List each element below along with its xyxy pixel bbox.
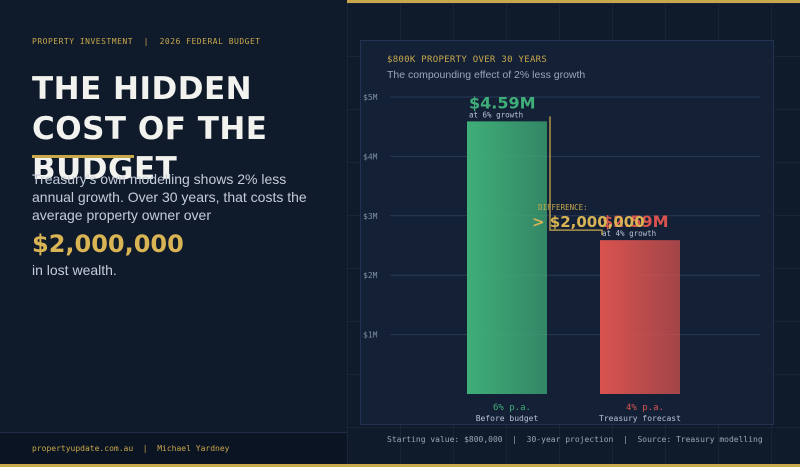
top-accent-rule	[347, 0, 800, 3]
title-underline	[32, 155, 134, 158]
bar-growth-label: at 6% growth	[469, 110, 523, 119]
bar-rate-label: 6% p.a.	[493, 403, 531, 413]
chart-source-note: Starting value: $800,000 | 30-year proje…	[387, 435, 763, 444]
bar-value-label: $2.59M	[602, 212, 669, 231]
highlight-amount: $2,000,000	[32, 230, 184, 258]
y-tick-label: $1M	[363, 331, 378, 340]
chart-card	[360, 40, 774, 425]
bottom-accent-rule	[0, 464, 800, 467]
lost-wealth-text: in lost wealth.	[32, 262, 117, 278]
y-tick-label: $2M	[363, 271, 378, 280]
bar-rate-label: 4% p.a.	[626, 403, 664, 413]
y-tick-label: $3M	[363, 212, 378, 221]
difference-value: > $2,000,000	[532, 213, 645, 231]
bar-value-label: $4.59M	[469, 93, 536, 112]
footer: propertyupdate.com.au | Michael Yardney	[0, 432, 347, 467]
bar-before-budget	[467, 121, 547, 394]
chart-title: $800K PROPERTY OVER 30 YEARS	[387, 55, 548, 65]
left-panel: PROPERTY INVESTMENT | 2026 FEDERAL BUDGE…	[0, 0, 347, 467]
difference-label: DIFFERENCE:	[538, 203, 588, 212]
x-category-label: Before budget	[476, 414, 539, 423]
x-category-label: Treasury forecast	[599, 414, 681, 423]
intro-text: Treasury's own modelling shows 2% less a…	[32, 171, 307, 223]
difference-bracket	[549, 116, 603, 236]
chart-subtitle: The compounding effect of 2% less growth	[387, 69, 586, 81]
footer-credit: propertyupdate.com.au | Michael Yardney	[32, 444, 230, 453]
y-tick-label: $5M	[363, 93, 378, 102]
y-tick-label: $4M	[363, 152, 378, 161]
eyebrow-label: PROPERTY INVESTMENT | 2026 FEDERAL BUDGE…	[32, 37, 261, 46]
bar-growth-label: at 4% growth	[602, 229, 656, 238]
page-title: THE HIDDEN COST OF THE BUDGET	[32, 71, 268, 187]
bar-treasury-forecast	[600, 240, 680, 394]
